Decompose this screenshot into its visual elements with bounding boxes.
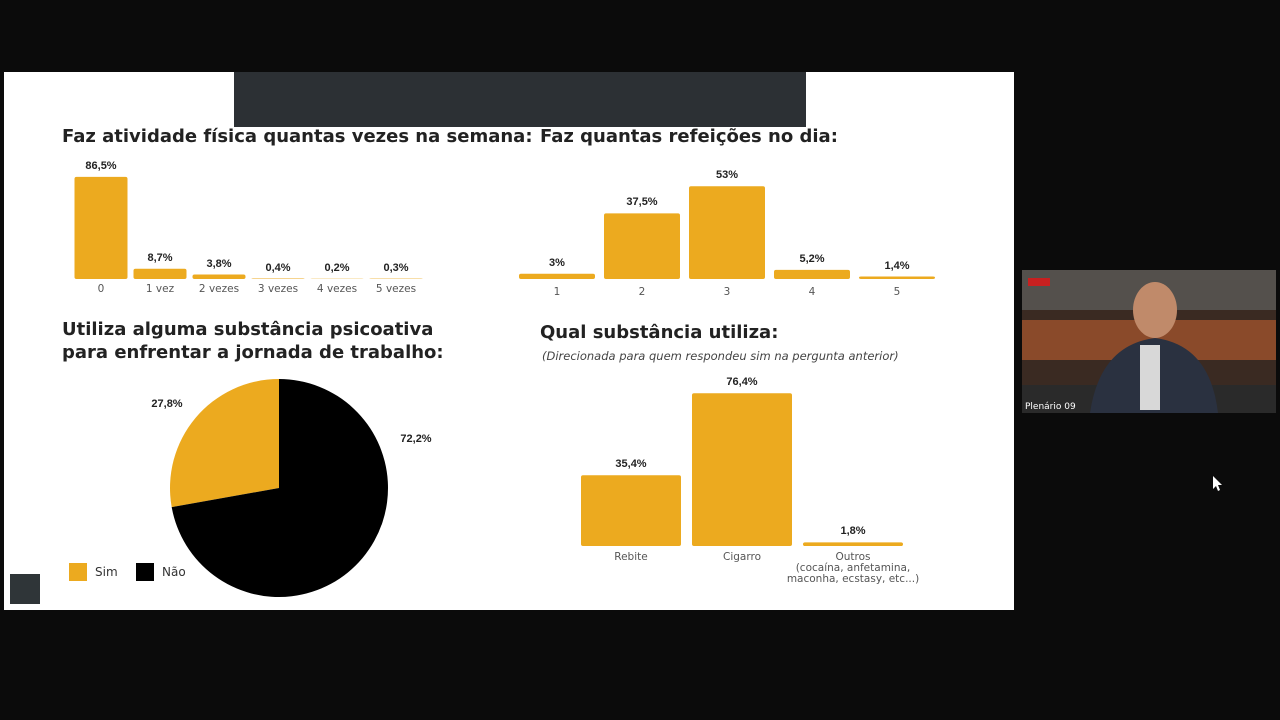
value-label: 3% — [549, 256, 565, 269]
category-label: 3 — [723, 286, 731, 298]
value-label: 5,2% — [799, 252, 825, 265]
chart-title: Faz quantas refeições no dia: — [540, 126, 838, 147]
category-label: Rebite — [614, 551, 648, 563]
legend-label: Sim — [95, 565, 118, 579]
chart-title: Utiliza alguma substância psicoativa par… — [62, 319, 444, 363]
bar — [604, 213, 680, 279]
legend-swatch — [136, 563, 154, 581]
category-label: 4 vezes — [316, 283, 358, 295]
bar — [133, 268, 187, 279]
value-label: 86,5% — [85, 159, 117, 172]
category-label: 2 vezes — [198, 283, 240, 295]
mouse-cursor — [1213, 476, 1222, 491]
bar — [803, 542, 903, 546]
bar — [689, 186, 765, 279]
value-label: 0,2% — [324, 261, 350, 274]
slide — [4, 72, 1014, 610]
legend-label: Não — [162, 565, 186, 579]
bar — [581, 475, 681, 546]
category-label: Cigarro — [723, 551, 761, 563]
chart-title: Faz atividade física quantas vezes na se… — [62, 126, 533, 147]
category-label: 1 — [553, 286, 561, 298]
pie-slice — [170, 379, 279, 508]
bar — [74, 176, 128, 279]
value-label: 0,3% — [383, 261, 409, 274]
value-label: 0,4% — [265, 261, 291, 274]
bar — [519, 273, 595, 279]
overlay-box — [234, 72, 806, 127]
category-label: 5 vezes — [375, 283, 417, 295]
legend-swatch — [69, 563, 87, 581]
category-label: 0 — [97, 283, 105, 295]
video-label: Plenário 09 — [1025, 402, 1076, 412]
category-label: 5 — [893, 286, 901, 298]
value-label: 35,4% — [615, 458, 647, 471]
value-label: 37,5% — [626, 196, 658, 209]
value-label: 1,4% — [884, 259, 910, 272]
value-label: 72,2% — [400, 433, 432, 445]
value-label: 8,7% — [147, 251, 173, 264]
bar — [192, 274, 246, 279]
value-label: 1,8% — [840, 525, 866, 538]
value-label: 76,4% — [726, 376, 758, 389]
logo-box — [10, 574, 40, 604]
video-feed — [1022, 270, 1276, 413]
category-label: 1 vez — [145, 283, 175, 295]
chart-subtitle: (Direcionada para quem respondeu sim na … — [542, 349, 899, 363]
category-label: Outros (cocaína, anfetamina, maconha, ec… — [786, 551, 920, 586]
value-label: 27,8% — [151, 398, 183, 410]
category-label: 3 vezes — [257, 283, 299, 295]
chart-title: Qual substância utiliza: — [540, 322, 779, 343]
value-label: 3,8% — [206, 257, 232, 270]
pie-slice — [171, 379, 388, 597]
category-label: 4 — [808, 286, 816, 298]
category-label: 2 — [638, 286, 646, 298]
bar — [859, 276, 935, 279]
bar — [692, 393, 792, 546]
bar — [774, 269, 850, 279]
value-label: 53% — [715, 169, 739, 182]
